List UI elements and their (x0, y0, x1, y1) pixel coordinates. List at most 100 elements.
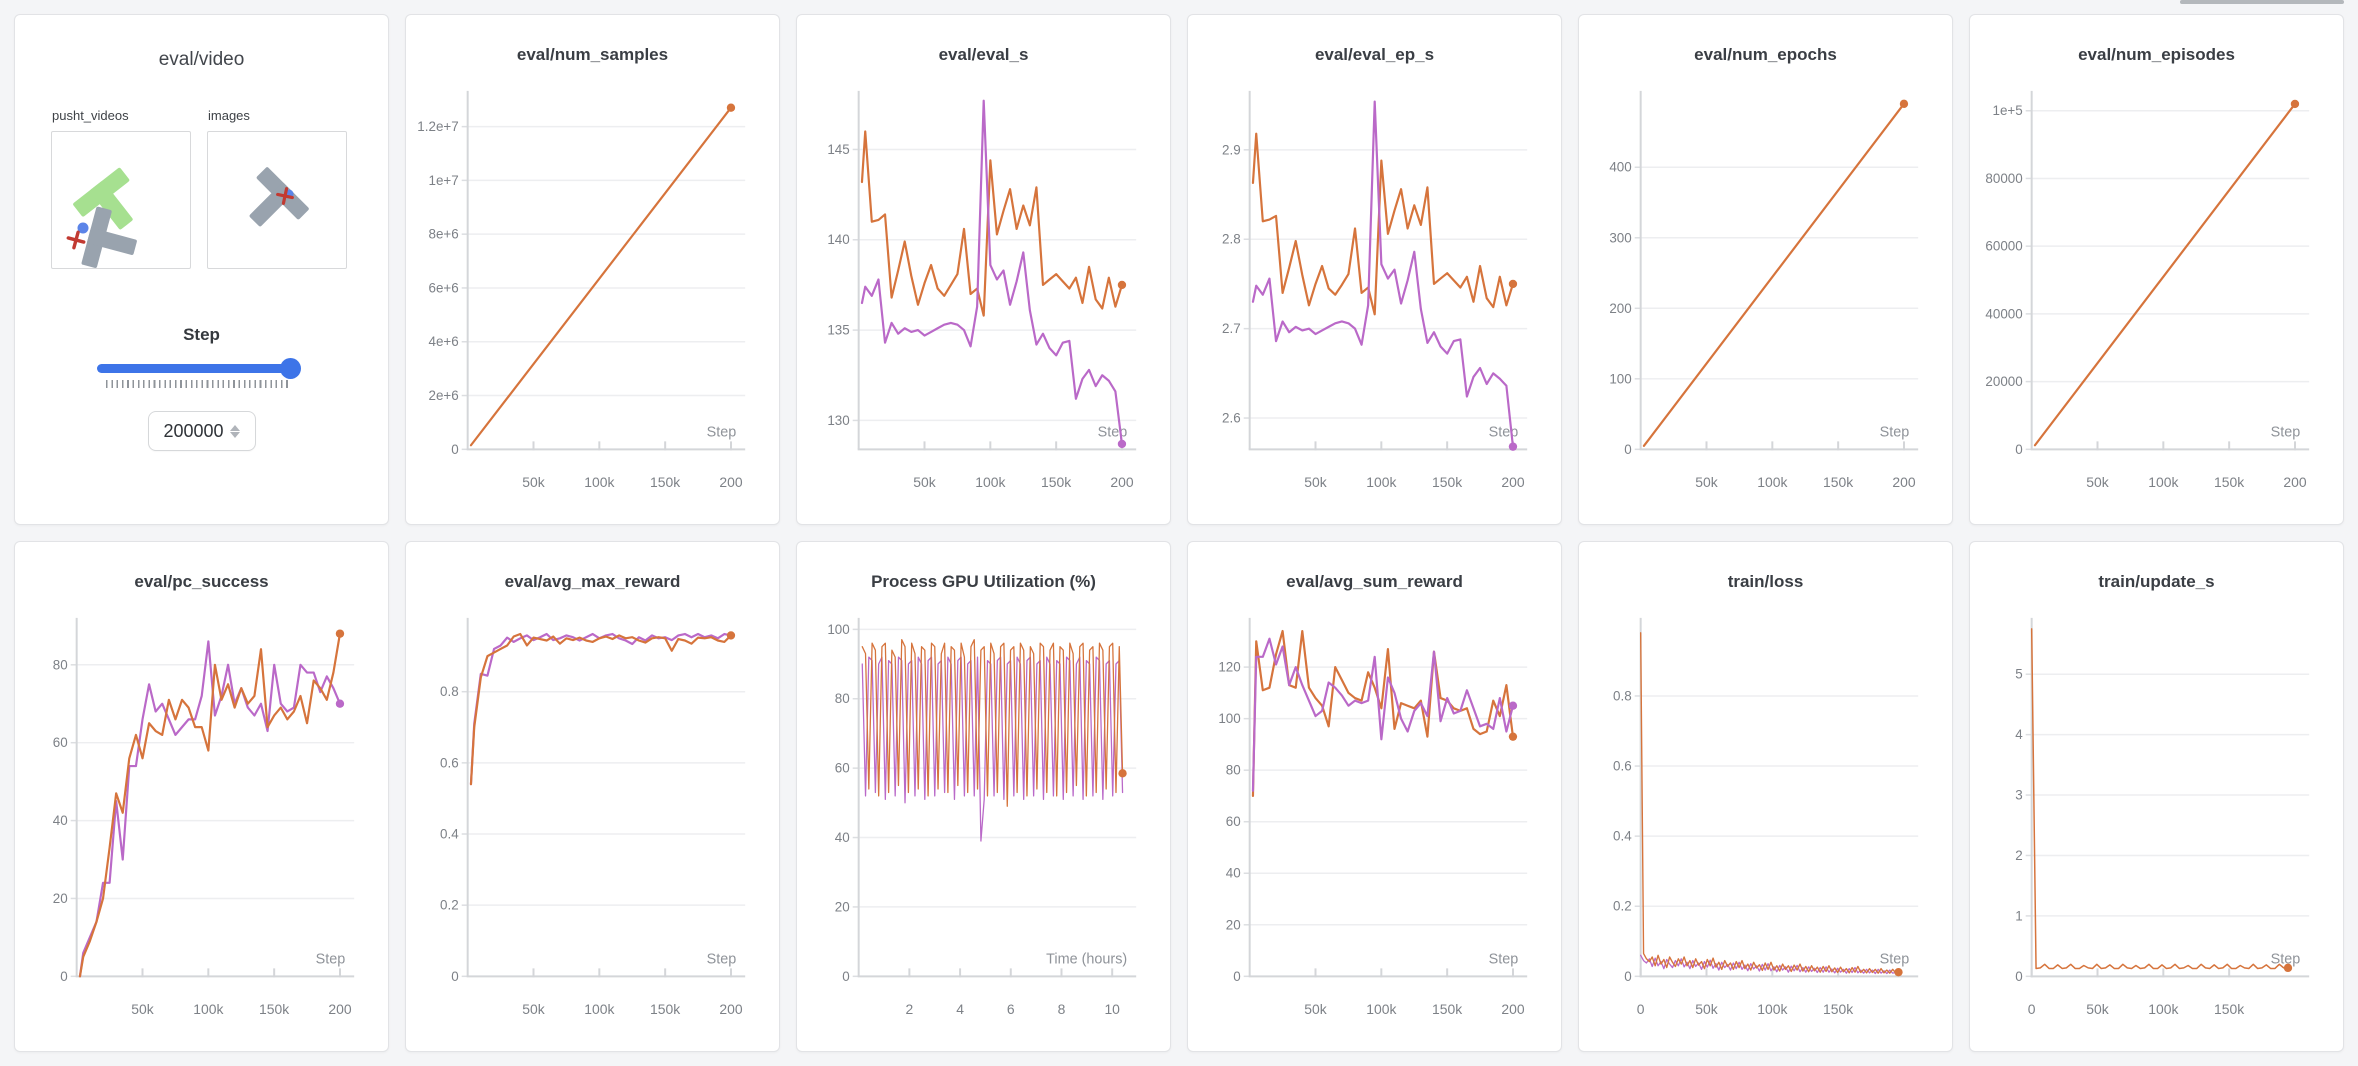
chart-panel-num_samples: eval/num_samples 0 2e+6 4e+6 6e+6 8e+6 1e+7 1.… (405, 14, 780, 525)
stepper-down-icon[interactable] (229, 431, 240, 438)
svg-text:200: 200 (2283, 474, 2306, 490)
svg-text:3: 3 (2015, 788, 2022, 803)
svg-text:50k: 50k (1304, 474, 1326, 490)
pusht-agent-dot-icon (77, 222, 89, 234)
stepper-up-icon[interactable] (229, 424, 240, 431)
svg-text:100k: 100k (584, 1001, 614, 1017)
svg-text:0: 0 (1233, 969, 1240, 984)
slider-tick-marks (106, 380, 288, 388)
svg-text:150k: 150k (1432, 474, 1462, 490)
svg-text:100k: 100k (1366, 1001, 1396, 1017)
chart-panel-gpu_util: Process GPU Utilization (%) 0 20 40 60 80 100… (796, 541, 1171, 1052)
chart-canvas[interactable]: 0 20 40 60 80 100 2 4 6 8 10 Time (hours) (797, 596, 1170, 1051)
chart-panel-avg_sum_reward: eval/avg_sum_reward 0 20 40 60 80 100 120 50k 10… (1187, 541, 1562, 1052)
chart-canvas[interactable]: 130 135 140 145 50k 100k 150k 200 Step (797, 69, 1170, 524)
svg-text:0: 0 (1624, 442, 1631, 457)
step-slider-track[interactable] (97, 358, 301, 379)
horizontal-scrollbar-thumb[interactable] (2180, 0, 2344, 4)
chart-canvas[interactable]: 0 20 40 60 80 50k 100k 150k 200 Step (15, 596, 388, 1051)
svg-text:50k: 50k (2086, 474, 2108, 490)
svg-text:100: 100 (1218, 711, 1240, 726)
svg-text:2.9: 2.9 (1222, 142, 1241, 157)
images-t-block-gray-icon (249, 167, 309, 227)
chart-canvas[interactable]: 0 20 40 60 80 100 120 50k 100k 150k 200 Step (1188, 596, 1561, 1051)
step-slider-handle[interactable] (280, 358, 301, 379)
svg-text:0: 0 (1624, 969, 1631, 984)
svg-text:0: 0 (2028, 1001, 2036, 1017)
media-panel-title: eval/video (158, 49, 245, 70)
svg-text:0.2: 0.2 (1613, 899, 1632, 914)
media-figure-label: pusht_videos (52, 108, 129, 123)
svg-text:150k: 150k (650, 1001, 680, 1017)
svg-text:20: 20 (1226, 917, 1241, 932)
svg-text:50k: 50k (1304, 1001, 1326, 1017)
svg-text:8: 8 (1058, 1001, 1066, 1017)
svg-text:200: 200 (1609, 301, 1631, 316)
svg-text:60: 60 (835, 761, 850, 776)
chart-canvas[interactable]: 0 1 2 3 4 5 0 50k 100k 150k Step (1970, 596, 2343, 1051)
chart-canvas[interactable]: 0 2e+6 4e+6 6e+6 8e+6 1e+7 1.2e+7 50k 100k 150k 20… (406, 69, 779, 524)
chart-canvas[interactable]: 0 100 200 300 400 50k 100k 150k 200 Step (1579, 69, 1952, 524)
svg-text:50k: 50k (522, 474, 544, 490)
svg-text:4e+6: 4e+6 (428, 334, 458, 349)
svg-text:150k: 150k (2214, 1001, 2244, 1017)
chart-title: eval/eval_s (938, 45, 1029, 64)
svg-text:10: 10 (1104, 1001, 1120, 1017)
svg-text:1: 1 (2015, 908, 2022, 923)
svg-text:6: 6 (1007, 1001, 1015, 1017)
svg-text:0.8: 0.8 (1613, 688, 1632, 703)
svg-text:200: 200 (1501, 474, 1524, 490)
chart-title: train/loss (1727, 572, 1804, 591)
video-thumbnail-images[interactable] (207, 131, 347, 269)
step-value-input[interactable]: 200000 (147, 411, 256, 451)
svg-text:200: 200 (719, 1001, 742, 1017)
svg-text:0: 0 (2015, 442, 2022, 457)
svg-text:0: 0 (842, 969, 849, 984)
svg-text:Step: Step (1880, 424, 1910, 440)
svg-text:Step: Step (2271, 424, 2301, 440)
images-goal-cross-icon (276, 187, 294, 205)
chart-title: eval/num_epochs (1694, 45, 1837, 64)
svg-text:Step: Step (1489, 424, 1519, 440)
chart-canvas[interactable]: 2.6 2.7 2.8 2.9 50k 100k 150k 200 Step (1188, 69, 1561, 524)
svg-text:2.7: 2.7 (1222, 321, 1241, 336)
svg-text:6e+6: 6e+6 (428, 280, 458, 295)
svg-text:2: 2 (2015, 848, 2022, 863)
svg-text:5: 5 (2015, 667, 2022, 682)
svg-text:145: 145 (827, 142, 849, 157)
step-slider-label: Step (183, 325, 220, 344)
svg-text:Step: Step (707, 424, 737, 440)
svg-text:Step: Step (316, 951, 346, 967)
svg-text:200: 200 (328, 1001, 351, 1017)
pusht-t-block-green-icon (73, 167, 133, 230)
svg-text:0.2: 0.2 (440, 898, 459, 913)
svg-text:60: 60 (1226, 814, 1241, 829)
svg-text:100k: 100k (2148, 1001, 2178, 1017)
svg-text:40: 40 (835, 830, 850, 845)
chart-title: Process GPU Utilization (%) (871, 572, 1096, 591)
svg-text:Step: Step (1880, 951, 1910, 967)
chart-canvas[interactable]: 0 0.2 0.4 0.6 0.8 0 50k 100k 150k Step (1579, 596, 1952, 1051)
step-slider[interactable] (15, 358, 388, 405)
chart-panel-num_episodes: eval/num_episodes 0 20000 40000 60000 80000 1… (1969, 14, 2344, 525)
media-figures: pusht_videos (51, 108, 352, 269)
svg-text:0.8: 0.8 (440, 684, 459, 699)
video-thumbnail-pusht-videos[interactable] (51, 131, 191, 269)
media-figure-pusht-videos: pusht_videos (51, 108, 191, 269)
chart-panel-train_loss: train/loss 0 0.2 0.4 0.6 0.8 0 50k 100k 150k Step (1578, 541, 1953, 1052)
svg-text:0.4: 0.4 (440, 826, 459, 841)
svg-text:1.2e+7: 1.2e+7 (417, 119, 458, 134)
svg-text:135: 135 (827, 323, 849, 338)
svg-text:100k: 100k (1757, 474, 1787, 490)
chart-canvas[interactable]: 0 20000 40000 60000 80000 1e+5 50k 100k 150k 200 S… (1970, 69, 2343, 524)
svg-text:100k: 100k (193, 1001, 223, 1017)
svg-text:50k: 50k (2086, 1001, 2108, 1017)
svg-text:0.6: 0.6 (1613, 759, 1632, 774)
chart-panel-num_epochs: eval/num_epochs 0 100 200 300 400 50k 100k 150k… (1578, 14, 1953, 525)
svg-text:0: 0 (451, 442, 458, 457)
svg-text:8e+6: 8e+6 (428, 227, 458, 242)
step-stepper[interactable] (229, 424, 240, 438)
chart-canvas[interactable]: 0 0.2 0.4 0.6 0.8 50k 100k 150k 200 Step (406, 596, 779, 1051)
svg-text:80000: 80000 (1985, 171, 2022, 186)
svg-text:0: 0 (451, 969, 458, 984)
